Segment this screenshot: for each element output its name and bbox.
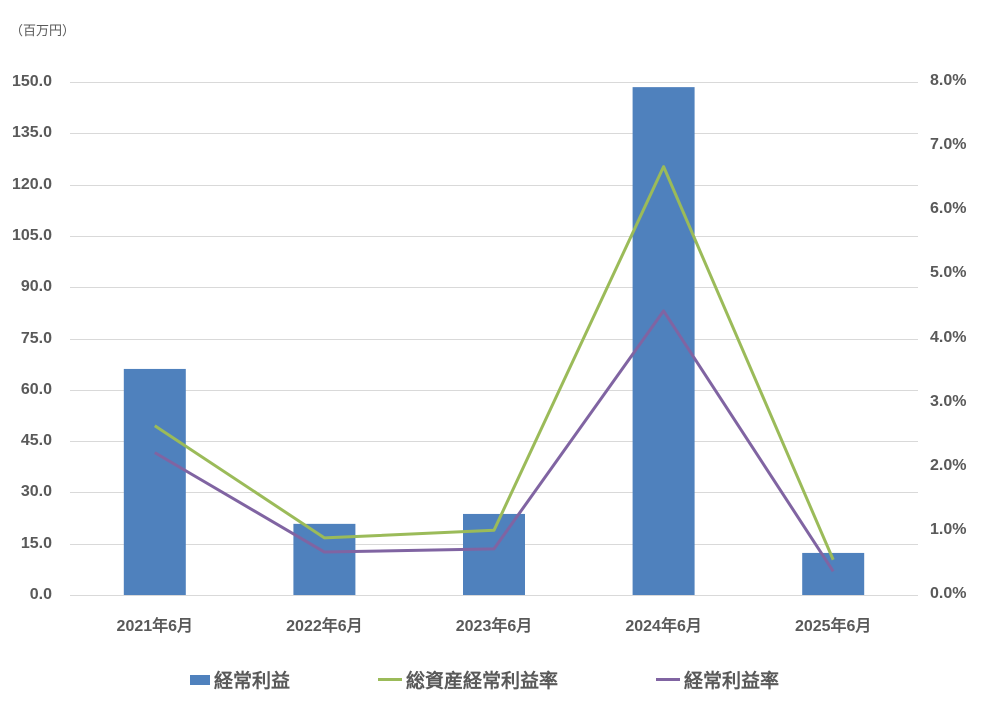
x-tick-label: 2021年6月 [116,618,194,635]
y-right-tick-label: 0.0% [930,585,967,602]
x-tick-label: 2025年6月 [794,618,872,635]
y-left-tick-label: 90.0 [20,277,52,295]
bar [293,523,356,595]
legend: 経常利益 総資産経常利益率 経常利益率 [0,666,981,692]
legend-item-keijo-riekiritsu: 経常利益率 [656,666,779,693]
y-right-tick-label: 6.0% [930,200,967,217]
legend-item-roa: 総資産経常利益率 [378,666,558,693]
y-right-tick-label: 3.0% [930,393,967,410]
legend-label: 経常利益 [214,671,291,692]
y-left-tick-label: 45.0 [20,431,52,449]
bar [123,368,186,595]
legend-label: 総資産経常利益率 [406,671,559,692]
y-right-tick-label: 5.0% [930,264,967,281]
y-left-tick-label: 60.0 [20,380,52,398]
legend-item-keijo-rieki: 経常利益 [190,666,290,693]
line-series [153,165,835,561]
y-left-tick-label: 15.0 [20,534,52,552]
y-axis-unit-label: （百万円） [10,23,76,38]
y-left-tick-label: 120.0 [11,175,52,193]
legend-label: 経常利益率 [684,671,780,692]
y-right-tick-label: 7.0% [930,136,967,153]
legend-line-swatch-icon [656,678,680,681]
y-right-tick-label: 4.0% [930,329,967,346]
bar [463,513,525,595]
y-left-tick-label: 105.0 [11,226,52,244]
y-right-tick-label: 8.0% [930,72,967,89]
x-tick-label: 2023年6月 [455,618,533,635]
bar [802,552,865,595]
y-left-tick-label: 0.0 [29,585,52,603]
y-left-tick-label: 75.0 [20,329,52,347]
x-tick-label: 2024年6月 [625,618,702,635]
y-right-tick-label: 1.0% [930,521,967,538]
y-left-tick-label: 30.0 [20,482,52,500]
y-right-tick-label: 2.0% [930,457,967,474]
y-left-tick-label: 150.0 [11,72,52,90]
legend-line-swatch-icon [378,678,402,681]
line-series [154,309,835,573]
x-tick-label: 2022年6月 [286,618,363,635]
y-left-tick-label: 135.0 [11,123,52,141]
legend-bar-swatch-icon [190,674,210,685]
